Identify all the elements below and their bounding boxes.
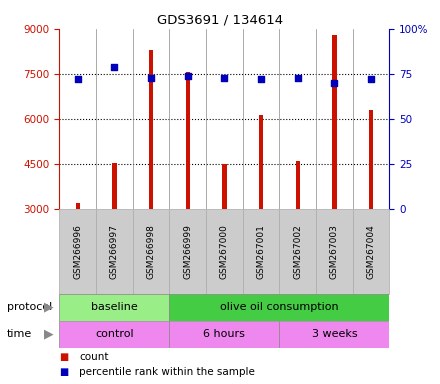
Text: baseline: baseline	[91, 302, 138, 312]
Text: GSM266998: GSM266998	[147, 224, 156, 279]
Point	[294, 74, 301, 81]
Bar	[112, 163, 117, 209]
Text: olive oil consumption: olive oil consumption	[220, 302, 339, 312]
Text: ▶: ▶	[44, 328, 53, 341]
Bar	[332, 35, 337, 209]
Point	[331, 80, 338, 86]
Point	[184, 73, 191, 79]
Bar	[96, 209, 133, 294]
Text: GSM266997: GSM266997	[110, 224, 119, 279]
Bar	[259, 114, 263, 209]
Bar	[206, 209, 243, 294]
Bar	[76, 203, 80, 209]
Text: GSM267003: GSM267003	[330, 224, 339, 279]
Text: ▶: ▶	[44, 301, 53, 314]
Point	[111, 64, 118, 70]
Bar	[279, 321, 389, 348]
Text: GSM266996: GSM266996	[73, 224, 82, 279]
Bar	[59, 321, 169, 348]
Point	[74, 76, 81, 83]
Text: ■: ■	[59, 367, 69, 377]
Bar	[59, 294, 169, 321]
Text: 3 weeks: 3 weeks	[312, 329, 357, 339]
Bar	[369, 110, 373, 209]
Bar	[169, 321, 279, 348]
Bar	[222, 164, 227, 209]
Point	[221, 74, 228, 81]
Bar	[59, 209, 96, 294]
Text: GDS3691 / 134614: GDS3691 / 134614	[157, 13, 283, 26]
Point	[147, 74, 154, 81]
Text: GSM267002: GSM267002	[293, 224, 302, 279]
Text: 6 hours: 6 hours	[203, 329, 246, 339]
Bar	[133, 209, 169, 294]
Bar	[169, 209, 206, 294]
Text: GSM267001: GSM267001	[257, 224, 266, 279]
Text: time: time	[7, 329, 32, 339]
Point	[257, 76, 264, 83]
Bar	[353, 209, 389, 294]
Text: count: count	[79, 352, 109, 362]
Bar	[186, 73, 190, 209]
Point	[367, 76, 374, 83]
Bar	[169, 294, 389, 321]
Text: control: control	[95, 329, 134, 339]
Text: protocol: protocol	[7, 302, 52, 312]
Text: ■: ■	[59, 352, 69, 362]
Text: GSM267000: GSM267000	[220, 224, 229, 279]
Text: percentile rank within the sample: percentile rank within the sample	[79, 367, 255, 377]
Bar	[243, 209, 279, 294]
Bar	[279, 209, 316, 294]
Text: GSM267004: GSM267004	[367, 224, 376, 279]
Bar	[316, 209, 353, 294]
Bar	[296, 161, 300, 209]
Bar	[149, 50, 153, 209]
Text: GSM266999: GSM266999	[183, 224, 192, 279]
